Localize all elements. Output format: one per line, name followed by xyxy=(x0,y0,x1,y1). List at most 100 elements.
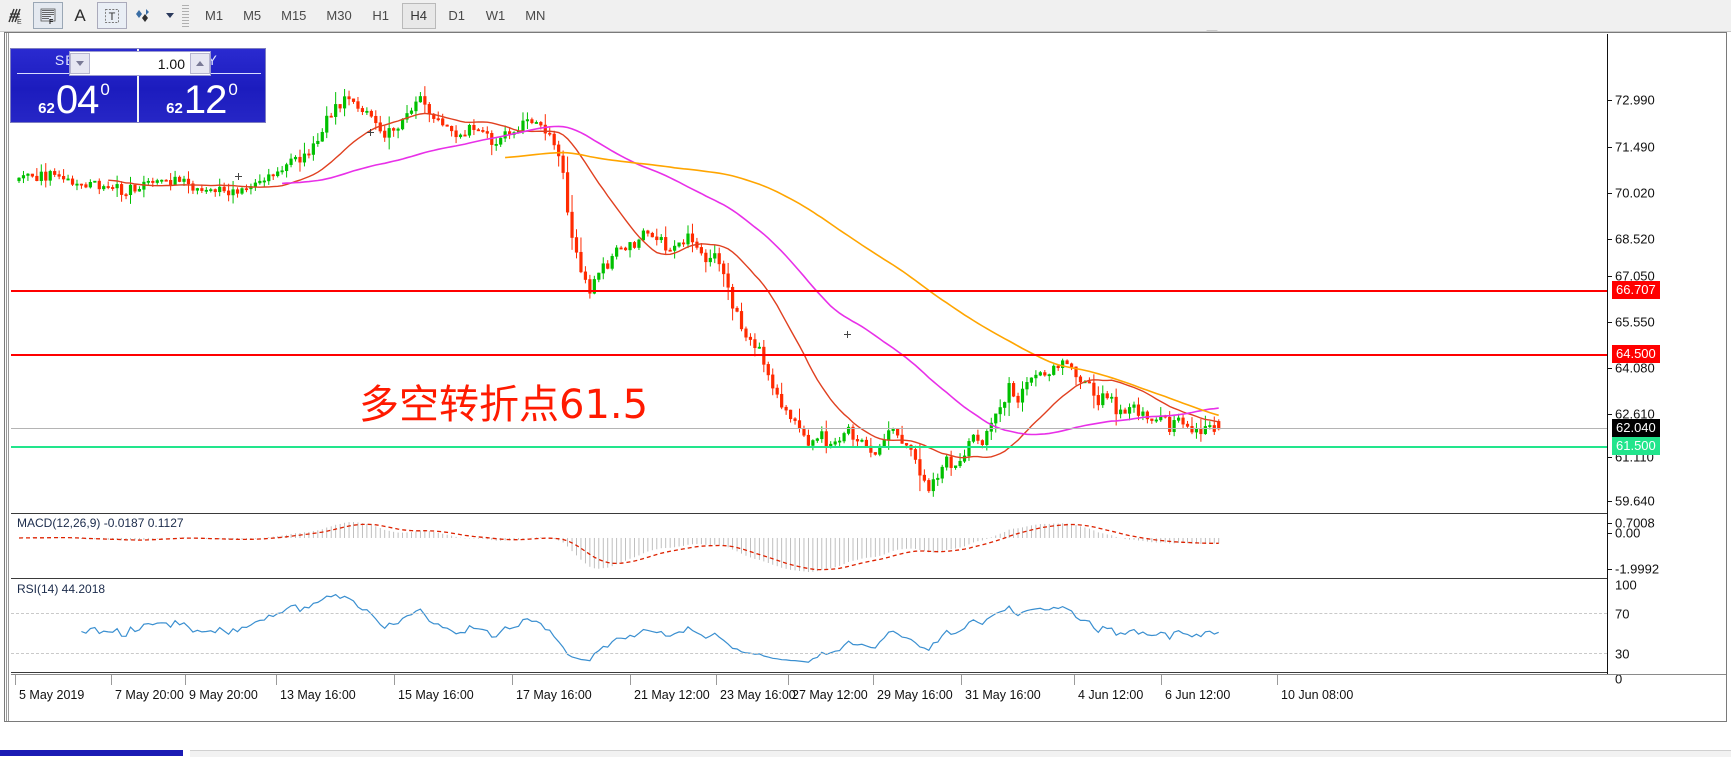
chart-marker-1 xyxy=(367,129,374,136)
timeframe-m5[interactable]: M5 xyxy=(243,8,262,23)
time-axis-label: 7 May 20:00 xyxy=(115,688,184,702)
buy-price: 62 12 0 xyxy=(139,80,265,120)
time-axis-label: 5 May 2019 xyxy=(19,688,85,702)
sell-price-prefix: 62 xyxy=(38,100,55,117)
axis-tick-label: 59.640 xyxy=(1615,493,1655,509)
chevron-up-icon xyxy=(196,61,204,66)
axis-tick xyxy=(1607,239,1612,240)
time-axis-label: 23 May 16:00 xyxy=(720,688,796,702)
chart-tab-active[interactable] xyxy=(0,750,183,756)
macd-axis-tick xyxy=(1607,533,1612,534)
chevron-down-icon xyxy=(76,61,84,66)
buy-price-prefix: 62 xyxy=(166,100,183,117)
axis-tick-label: 64.080 xyxy=(1615,360,1655,376)
time-separator xyxy=(1277,675,1278,685)
time-separator xyxy=(961,675,962,685)
timeframe-d1[interactable]: D1 xyxy=(448,8,466,23)
time-axis-label: 29 May 16:00 xyxy=(877,688,953,702)
time-separator xyxy=(716,675,717,685)
chart-area[interactable]: UKOil-,H4 62.290 62.360 61.990 62.040 多空… xyxy=(4,32,1727,722)
timeframe-m15[interactable]: M15 xyxy=(281,8,307,23)
time-axis[interactable]: 5 May 2019 7 May 20:00 9 May 20:00 13 May 1… xyxy=(11,674,1726,722)
time-axis-label: 21 May 12:00 xyxy=(634,688,710,702)
timeframe-mn[interactable]: MN xyxy=(525,8,546,23)
level-line-66707[interactable] xyxy=(11,290,1607,292)
volume-input[interactable]: 1.00 xyxy=(157,55,185,72)
time-separator xyxy=(15,675,16,685)
level-line-62040 xyxy=(11,428,1607,429)
axis-tick xyxy=(1607,193,1612,194)
rsi-grid-70 xyxy=(11,613,1607,615)
chart-templates-icon[interactable]: E xyxy=(1,2,31,29)
timeframe-w1[interactable]: W1 xyxy=(485,8,506,23)
time-axis-label: 4 Jun 12:00 xyxy=(1078,688,1144,702)
text-label-icon[interactable]: T xyxy=(97,2,127,29)
volume-increment-button[interactable] xyxy=(190,53,210,74)
rsi-label: RSI(14) 44.2018 xyxy=(17,582,106,596)
shapes-icon[interactable] xyxy=(129,2,159,29)
chart-annotation-text[interactable]: 多空转折点61.5 xyxy=(359,382,649,428)
axis-tick xyxy=(1607,457,1612,458)
price-badge-62040[interactable]: 62.040 xyxy=(1612,419,1660,437)
chart-marker-2 xyxy=(235,173,242,180)
macd-pane[interactable]: MACD(12,26,9) -0.0187 0.1127 xyxy=(11,513,1607,579)
axis-vertical-line xyxy=(1607,34,1608,674)
svg-text:F: F xyxy=(49,19,54,25)
time-separator xyxy=(1074,675,1075,685)
macd-axis-label: 0.00 xyxy=(1615,525,1641,541)
chart-left-rail xyxy=(5,33,10,721)
level-line-64500[interactable] xyxy=(11,354,1607,356)
chart-toolbar: E F A T xyxy=(0,0,1731,32)
axis-tick xyxy=(1607,147,1612,148)
price-badge-61500[interactable]: 61.500 xyxy=(1612,437,1660,455)
timeframe-m30[interactable]: M30 xyxy=(326,8,352,23)
chart-tab-bar[interactable] xyxy=(190,750,1731,757)
timeframe-h1[interactable]: H1 xyxy=(372,8,390,23)
time-separator xyxy=(873,675,874,685)
grid-fill-icon[interactable]: F xyxy=(33,2,63,29)
rsi-pane[interactable]: RSI(14) 44.2018 xyxy=(11,580,1607,673)
volume-stepper[interactable]: 1.00 xyxy=(69,51,211,76)
time-axis-label: 31 May 16:00 xyxy=(965,688,1041,702)
timeframe-m1[interactable]: M1 xyxy=(205,8,224,23)
time-axis-label: 9 May 20:00 xyxy=(189,688,258,702)
axis-tick xyxy=(1607,276,1612,277)
rsi-axis-label: 30 xyxy=(1615,646,1630,662)
shapes-dropdown-caret-icon[interactable] xyxy=(161,2,177,29)
axis-tick-label: 68.520 xyxy=(1615,231,1655,247)
price-badge-64500[interactable]: 64.500 xyxy=(1612,345,1660,363)
one-click-trading-panel[interactable]: SELL 62 04 0 BUY 62 12 0 1.00 xyxy=(10,48,266,123)
timeframe-h4[interactable]: H4 xyxy=(401,2,436,29)
axis-tick xyxy=(1607,368,1612,369)
text-tool-icon[interactable]: A xyxy=(74,5,86,25)
time-separator xyxy=(394,675,395,685)
time-separator xyxy=(630,675,631,685)
price-pane[interactable]: 多空转折点61.5 xyxy=(11,34,1607,512)
macd-axis-tick xyxy=(1607,569,1612,570)
axis-tick-label: 62.610 xyxy=(1615,406,1655,422)
rsi-series xyxy=(81,593,1219,663)
macd-axis-label: 0.7008 xyxy=(1615,515,1655,531)
time-axis-label: 27 May 12:00 xyxy=(792,688,868,702)
time-axis-label: 17 May 16:00 xyxy=(516,688,592,702)
price-badge-66707[interactable]: 66.707 xyxy=(1612,281,1660,299)
time-separator xyxy=(512,675,513,685)
axis-tick xyxy=(1607,414,1612,415)
time-separator xyxy=(276,675,277,685)
macd-series xyxy=(18,522,1220,572)
time-axis-label: 13 May 16:00 xyxy=(280,688,356,702)
level-line-61500[interactable] xyxy=(11,446,1607,448)
axis-tick xyxy=(1607,100,1612,101)
candlestick-series xyxy=(17,86,1221,497)
price-axis[interactable]: 72.990 71.490 70.020 68.520 67.050 65.550 64.0… xyxy=(1607,34,1726,722)
toolbar-drag-handle[interactable] xyxy=(182,4,189,27)
time-axis-label: 6 Jun 12:00 xyxy=(1165,688,1231,702)
rsi-axis-label: 100 xyxy=(1615,577,1637,593)
sell-price: 62 04 0 xyxy=(11,80,137,120)
volume-decrement-button[interactable] xyxy=(70,53,90,74)
svg-text:T: T xyxy=(109,11,116,23)
time-axis-label: 10 Jun 08:00 xyxy=(1281,688,1354,702)
axis-tick xyxy=(1607,501,1612,502)
axis-tick xyxy=(1607,322,1612,323)
